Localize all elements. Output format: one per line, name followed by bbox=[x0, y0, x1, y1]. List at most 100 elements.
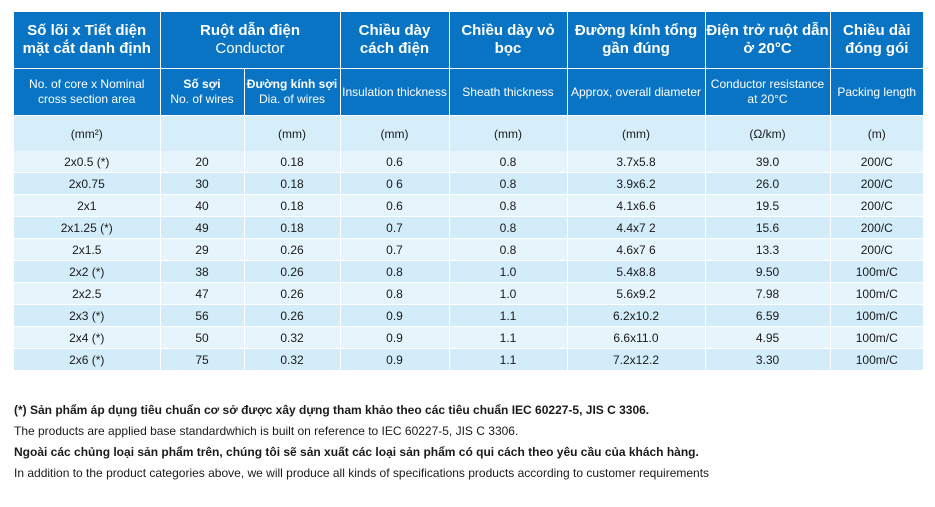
header-diameter: Đường kính tổng gần đúng bbox=[567, 12, 706, 69]
table-cell: 0.7 bbox=[340, 238, 450, 261]
table-row: 2x1.25 (*) 49 0.18 0.7 0.8 4.4x7 2 15.6 200/C bbox=[14, 216, 923, 239]
header-row-main: Số lõi x Tiết diện mặt cắt danh định Ruộ… bbox=[14, 12, 923, 69]
table-cell: 15.6 bbox=[705, 216, 831, 239]
unit-cell bbox=[160, 115, 245, 151]
table-cell: 4.4x7 2 bbox=[567, 216, 706, 239]
table-cell: 0.9 bbox=[340, 304, 450, 327]
table-cell: 30 bbox=[160, 172, 245, 195]
note-standard-en: The products are applied base standardwh… bbox=[14, 424, 519, 438]
table-cell: 40 bbox=[160, 194, 245, 217]
table-row: 2x0.5 (*) 20 0.18 0.6 0.8 3.7x5.8 39.0 200/C bbox=[14, 151, 923, 173]
table-cell: 0.18 bbox=[244, 216, 341, 239]
table-cell: 4.95 bbox=[705, 326, 831, 349]
table-row: 2x0.75 30 0.18 0 6 0.8 3.9x6.2 26.0 200/C bbox=[14, 172, 923, 195]
table-cell: 56 bbox=[160, 304, 245, 327]
table-cell: 9.50 bbox=[705, 260, 831, 283]
table-cell: 0.26 bbox=[244, 238, 341, 261]
table-row: 2x3 (*) 56 0.26 0.9 1.1 6.2x10.2 6.59 100m/C bbox=[14, 304, 923, 327]
subheader-wires-vi: Số sợi bbox=[183, 77, 221, 91]
table-cell: 200/C bbox=[830, 172, 923, 195]
table-cell: 100m/C bbox=[830, 260, 923, 283]
table-body: 2x0.5 (*) 20 0.18 0.6 0.8 3.7x5.8 39.0 200/C 2x0… bbox=[14, 151, 923, 371]
header-insulation: Chiều dày cách điện bbox=[340, 12, 450, 69]
table-cell: 5.4x8.8 bbox=[567, 260, 706, 283]
unit-cell: (m) bbox=[830, 115, 923, 151]
table-cell: 0.32 bbox=[244, 348, 341, 371]
table-cell: 5.6x9.2 bbox=[567, 282, 706, 305]
table-cell: 0.8 bbox=[340, 260, 450, 283]
table-cell: 2x0.5 (*) bbox=[14, 151, 161, 173]
table-cell: 0.9 bbox=[340, 348, 450, 371]
table-cell: 1.1 bbox=[449, 326, 568, 349]
unit-cell: (Ω/km) bbox=[705, 115, 831, 151]
table-cell: 0.7 bbox=[340, 216, 450, 239]
unit-cell: (mm) bbox=[567, 115, 706, 151]
note-custom-en: In addition to the product categories ab… bbox=[14, 466, 710, 480]
table-cell: 0.6 bbox=[340, 151, 450, 173]
table-cell: 0.8 bbox=[449, 216, 568, 239]
table-cell: 6.6x11.0 bbox=[567, 326, 706, 349]
note-standard-vi: (*) Sản phẩm áp dụng tiêu chuẩn cơ sở đư… bbox=[14, 403, 650, 417]
unit-cell: (mm) bbox=[449, 115, 568, 151]
header-conductor-vi: Ruột dẫn điện bbox=[200, 22, 300, 39]
table-cell: 200/C bbox=[830, 238, 923, 261]
subheader-resistance: Conductor resistance at 20°C bbox=[705, 68, 831, 116]
subheader-packing: Packing length bbox=[830, 68, 923, 116]
table-cell: 2x3 (*) bbox=[14, 304, 161, 327]
table-cell: 0.8 bbox=[449, 172, 568, 195]
table-cell: 2x1.5 bbox=[14, 238, 161, 261]
table-cell: 100m/C bbox=[830, 304, 923, 327]
table-row: 2x2 (*) 38 0.26 0.8 1.0 5.4x8.8 9.50 100m/C bbox=[14, 260, 923, 283]
table-cell: 100m/C bbox=[830, 348, 923, 371]
table-cell: 0.18 bbox=[244, 151, 341, 173]
table-cell: 0.26 bbox=[244, 282, 341, 305]
table-row: 2x6 (*) 75 0.32 0.9 1.1 7.2x12.2 3.30 100m/C bbox=[14, 348, 923, 371]
table-cell: 0 6 bbox=[340, 172, 450, 195]
table-cell: 200/C bbox=[830, 194, 923, 217]
table-cell: 0.32 bbox=[244, 326, 341, 349]
table-row: 2x1 40 0.18 0.6 0.8 4.1x6.6 19.5 200/C bbox=[14, 194, 923, 217]
spec-table-container: Số lõi x Tiết diện mặt cắt danh định Ruộ… bbox=[14, 12, 923, 371]
table-cell: 6.2x10.2 bbox=[567, 304, 706, 327]
table-cell: 1.0 bbox=[449, 282, 568, 305]
table-cell: 4.1x6.6 bbox=[567, 194, 706, 217]
header-packing: Chiều dài đóng gói bbox=[830, 12, 923, 69]
table-cell: 4.6x7 6 bbox=[567, 238, 706, 261]
table-cell: 1.1 bbox=[449, 304, 568, 327]
unit-cell: (mm²) bbox=[14, 115, 161, 151]
units-row: (mm²) (mm) (mm) (mm) (mm) (Ω/km) (m) bbox=[14, 115, 923, 151]
table-cell: 0.8 bbox=[449, 194, 568, 217]
unit-cell: (mm) bbox=[340, 115, 450, 151]
header-row-sub: No. of core x Nominal cross section area… bbox=[14, 68, 923, 116]
table-cell: 0.9 bbox=[340, 326, 450, 349]
subheader-wires: Số sợi No. of wires bbox=[160, 68, 245, 116]
table-cell: 0.6 bbox=[340, 194, 450, 217]
table-cell: 50 bbox=[160, 326, 245, 349]
header-resistance: Điện trở ruột dẫn ở 20°C bbox=[705, 12, 831, 69]
table-cell: 3.9x6.2 bbox=[567, 172, 706, 195]
table-cell: 39.0 bbox=[705, 151, 831, 173]
table-cell: 49 bbox=[160, 216, 245, 239]
table-cell: 47 bbox=[160, 282, 245, 305]
subheader-diameter: Approx, overall diameter bbox=[567, 68, 706, 116]
header-core-section: Số lõi x Tiết diện mặt cắt danh định bbox=[14, 12, 161, 69]
table-cell: 0.8 bbox=[340, 282, 450, 305]
table-cell: 0.8 bbox=[449, 238, 568, 261]
subheader-dia-en: Dia. of wires bbox=[258, 92, 326, 106]
table-cell: 0.8 bbox=[449, 151, 568, 173]
table-cell: 3.7x5.8 bbox=[567, 151, 706, 173]
table-cell: 1.1 bbox=[449, 348, 568, 371]
table-cell: 26.0 bbox=[705, 172, 831, 195]
header-conductor-en: Conductor bbox=[215, 40, 285, 57]
table-cell: 1.0 bbox=[449, 260, 568, 283]
table-cell: 38 bbox=[160, 260, 245, 283]
subheader-dia-vi: Đường kính sợi bbox=[246, 77, 338, 91]
footnotes: (*) Sản phẩm áp dụng tiêu chuẩn cơ sở đư… bbox=[14, 400, 923, 484]
subheader-wires-en: No. of wires bbox=[170, 92, 234, 106]
table-cell: 2x2.5 bbox=[14, 282, 161, 305]
cable-spec-table: Số lõi x Tiết diện mặt cắt danh định Ruộ… bbox=[14, 12, 923, 371]
table-cell: 2x2 (*) bbox=[14, 260, 161, 283]
table-row: 2x2.5 47 0.26 0.8 1.0 5.6x9.2 7.98 100m/C bbox=[14, 282, 923, 305]
table-cell: 200/C bbox=[830, 216, 923, 239]
unit-cell: (mm) bbox=[244, 115, 341, 151]
